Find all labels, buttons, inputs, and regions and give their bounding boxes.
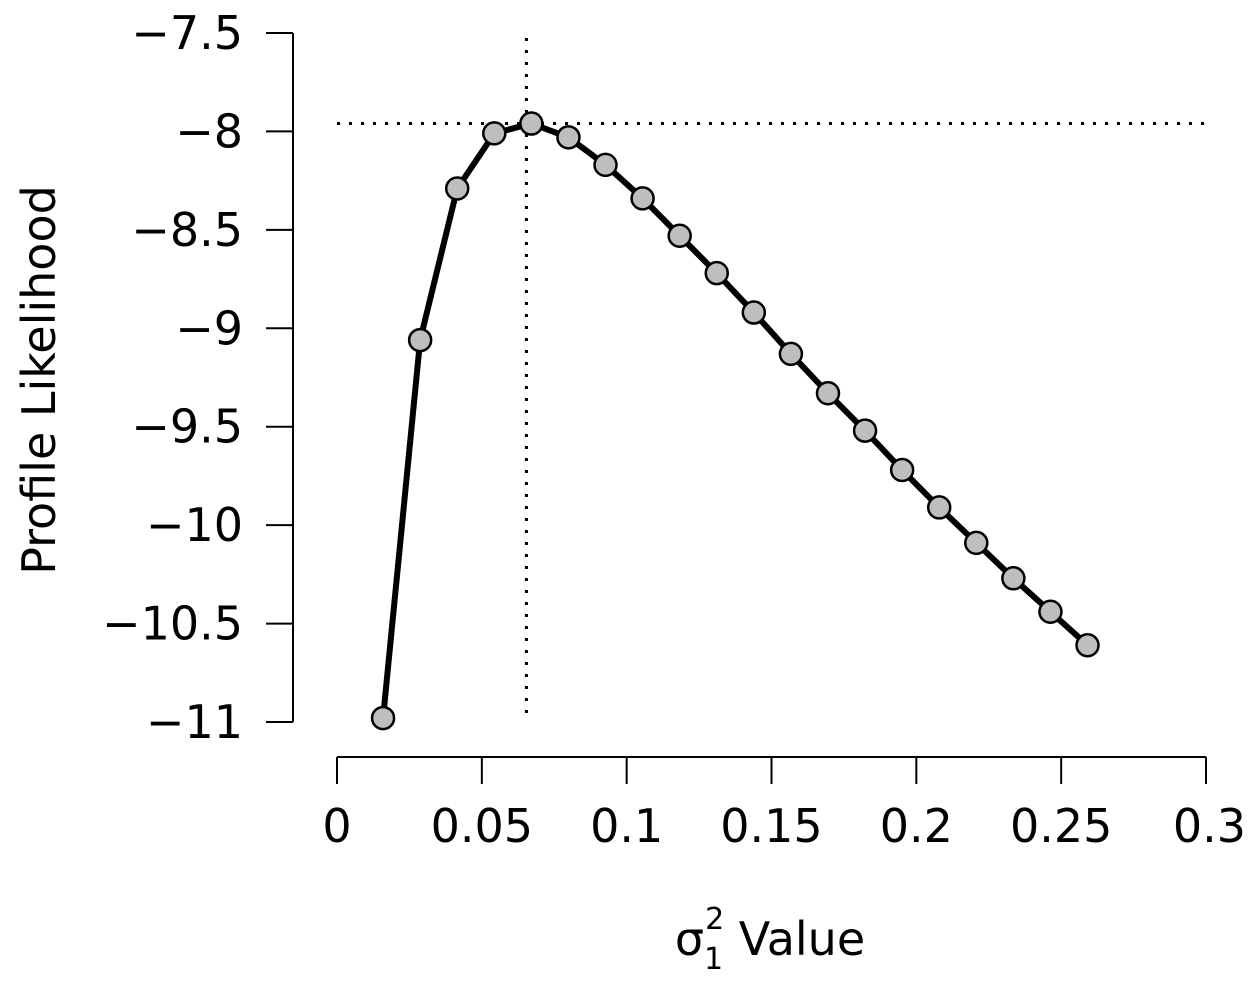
y-tick-label: −10.5	[102, 597, 243, 651]
data-point	[815, 380, 841, 406]
y-tick-label: −8	[175, 104, 243, 158]
x-tick-label: 0.3	[1173, 799, 1246, 853]
x-axis-title-subscript: 1	[704, 942, 723, 977]
data-point	[889, 457, 915, 483]
reference-lines	[337, 38, 1206, 722]
x-tick-label: 0	[322, 799, 351, 853]
y-axis: −7.5 −8 −8.5 −9 −9.5 −10 −10.5 −11	[102, 6, 294, 749]
y-tick-label: −8.5	[131, 203, 243, 257]
data-point	[519, 111, 544, 136]
data-point	[444, 176, 470, 201]
x-axis: 0 0.05 0.1 0.15 0.2 0.25 0.3	[322, 756, 1246, 853]
data-point	[1001, 566, 1026, 591]
x-tick-label: 0.1	[590, 799, 663, 853]
data-point	[407, 327, 433, 353]
data-point	[370, 705, 396, 731]
data-point	[593, 152, 618, 178]
y-tick-label: −10	[146, 498, 243, 552]
data-point	[926, 495, 952, 520]
data-point	[1038, 599, 1063, 625]
series-line	[380, 120, 1090, 719]
data-point	[741, 300, 767, 325]
x-axis-title-text: Value	[724, 912, 865, 966]
y-tick-label: −9.5	[131, 400, 243, 454]
y-tick-label: −9	[175, 301, 243, 355]
x-tick-label: 0.2	[880, 799, 953, 853]
data-point	[704, 260, 730, 286]
data-point	[852, 418, 878, 443]
data-point	[556, 125, 581, 150]
y-tick-label: −11	[146, 695, 243, 749]
x-tick-label: 0.05	[431, 799, 533, 853]
y-tick-label: −7.5	[131, 6, 243, 60]
data-point	[964, 530, 989, 556]
data-point	[778, 341, 804, 367]
data-point	[1075, 632, 1100, 658]
data-point	[667, 223, 692, 249]
data-point	[630, 186, 655, 211]
x-axis-title-symbol: σ	[675, 912, 704, 966]
x-tick-label: 0.15	[720, 799, 822, 853]
x-axis-title: σ1 2 Value	[675, 902, 865, 977]
y-axis-title: Profile Likelihood	[12, 185, 66, 575]
series-profile-likelihood	[370, 111, 1100, 731]
x-tick-label: 0.25	[1010, 799, 1112, 853]
x-axis-title-superscript: 2	[705, 902, 724, 937]
data-point	[482, 121, 507, 146]
